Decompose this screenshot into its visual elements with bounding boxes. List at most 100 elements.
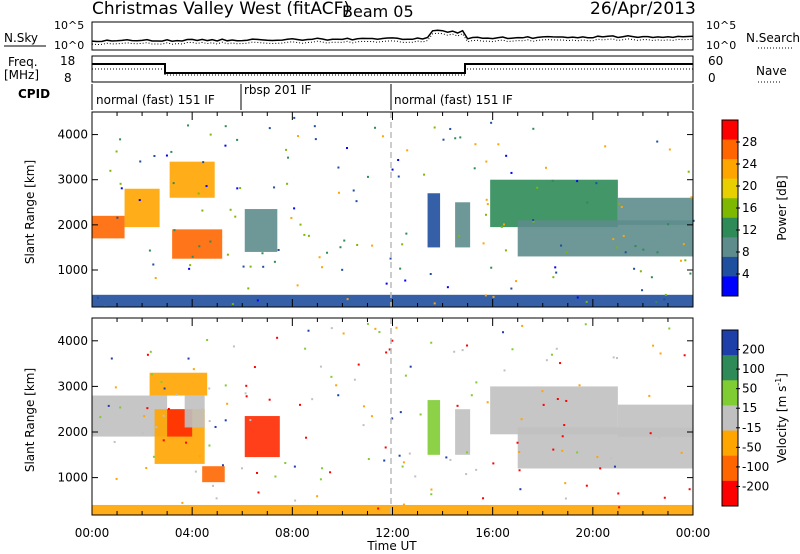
echo-speckle [256, 299, 259, 302]
echo-speckle [366, 175, 369, 178]
echo-speckle [561, 435, 564, 438]
echo-region [149, 372, 208, 396]
echo-speckle [397, 158, 400, 161]
echo-speckle [206, 339, 209, 342]
echo-speckle [215, 497, 218, 500]
echo-speckle [316, 495, 319, 498]
echo-speckle [268, 127, 271, 130]
x-tick-label: 00:00 [676, 526, 711, 540]
echo-speckle [321, 266, 324, 269]
echo-speckle [120, 187, 123, 190]
echo-speckle [119, 182, 122, 185]
colorbar-cell [722, 430, 738, 457]
echo-speckle [544, 166, 547, 169]
echo-speckle [563, 424, 566, 427]
echo-speckle [346, 147, 349, 150]
echo-speckle [113, 440, 116, 443]
colorbar-cell [722, 217, 738, 238]
echo-speckle [191, 255, 194, 258]
echo-region [617, 404, 693, 437]
echo-speckle [109, 169, 112, 172]
echo-speckle [226, 402, 229, 405]
echo-speckle [656, 140, 659, 143]
velocity-colorbar-label-close: ] [775, 373, 789, 378]
colorbar-tick-label: 24 [742, 157, 757, 171]
echo-region [169, 161, 215, 198]
echo-speckle [155, 426, 158, 429]
echo-speckle [236, 187, 239, 190]
echo-speckle [624, 251, 627, 254]
echo-speckle [329, 471, 332, 474]
echo-speckle [342, 332, 345, 335]
echo-speckle [510, 171, 513, 174]
echo-speckle [148, 249, 151, 252]
echo-speckle [490, 266, 493, 269]
echo-speckle [337, 394, 340, 397]
freq-panel: Freq. [MHz] 18 8 60 0 Nave [4, 54, 787, 85]
echo-speckle [385, 351, 388, 354]
nave-tick-bottom: 0 [708, 71, 716, 85]
echo-speckle [576, 180, 579, 183]
echo-speckle [152, 263, 155, 266]
echo-speckle [516, 441, 519, 444]
echo-speckle [684, 259, 687, 262]
echo-speckle [682, 243, 685, 246]
colorbar-tick-label: 4 [742, 267, 750, 281]
echo-speckle [521, 324, 524, 327]
echo-speckle [314, 138, 317, 141]
echo-speckle [667, 223, 670, 226]
echo-speckle [475, 381, 478, 384]
velocity-ylabel: Slant Range [km] [23, 368, 37, 472]
echo-speckle [257, 491, 260, 494]
echo-speckle [683, 354, 686, 357]
echo-speckle [500, 225, 503, 228]
echo-speckle [613, 465, 616, 468]
xaxis-label: Time UT [366, 539, 417, 553]
echo-speckle [595, 182, 598, 185]
echo-speckle [618, 202, 621, 205]
echo-speckle [367, 458, 370, 461]
echo-speckle [504, 249, 507, 252]
echo-speckle [642, 248, 645, 251]
echo-speckle [247, 287, 250, 290]
echo-speckle [564, 482, 567, 485]
echo-speckle [245, 395, 248, 398]
echo-speckle [198, 455, 201, 458]
cpid-label: CPID [18, 87, 50, 101]
echo-speckle [389, 257, 392, 260]
echo-speckle [160, 380, 163, 383]
colorbar-cell [722, 355, 738, 381]
y-tick-label: 1000 [57, 263, 88, 277]
echo-speckle [377, 507, 380, 510]
beam-label: Beam 05 [342, 2, 414, 21]
x-tick-label: 00:00 [75, 526, 110, 540]
echo-speckle [470, 394, 473, 397]
colorbar-cell [722, 120, 738, 141]
echo-speckle [484, 294, 487, 297]
date-label: 26/Apr/2013 [590, 0, 696, 19]
echo-speckle [502, 223, 505, 226]
echo-speckle [214, 425, 217, 428]
echo-region [92, 215, 125, 239]
echo-speckle [617, 492, 620, 495]
colorbar-cell [722, 139, 738, 160]
colorbar-cell [722, 198, 738, 219]
echo-speckle [239, 187, 242, 190]
echo-speckle [293, 465, 296, 468]
nsky-trace [91, 29, 694, 43]
echo-speckle [337, 191, 340, 194]
echo-speckle [293, 207, 296, 210]
echo-speckle [474, 143, 477, 146]
echo-speckle [482, 242, 485, 245]
echo-speckle [290, 216, 293, 219]
echo-speckle [458, 234, 461, 237]
echo-speckle [433, 302, 436, 305]
echo-speckle [153, 154, 156, 157]
echo-speckle [304, 347, 307, 350]
colorbar-cell [722, 330, 738, 356]
echo-speckle [330, 375, 333, 378]
echo-speckle [402, 461, 405, 464]
echo-speckle [555, 271, 558, 274]
echo-speckle [453, 350, 456, 353]
